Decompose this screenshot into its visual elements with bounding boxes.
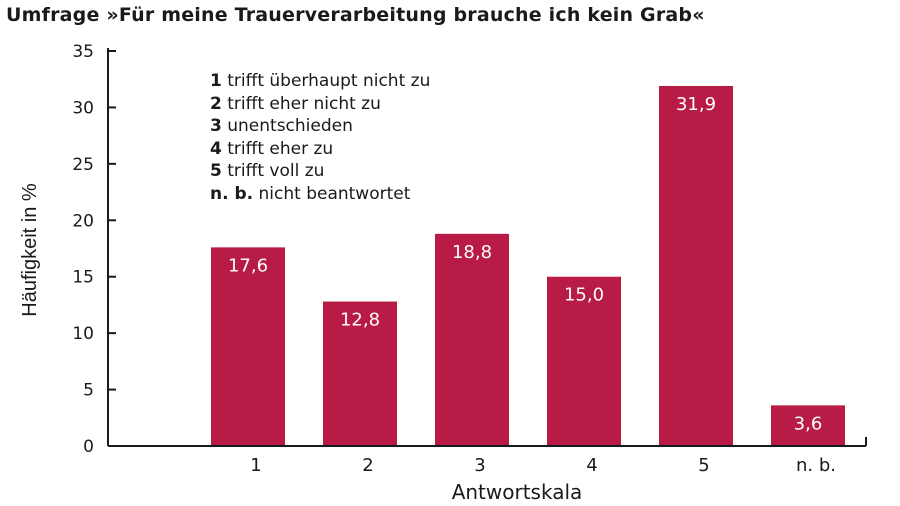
- chart-title: Umfrage »Für meine Trauerverarbeitung br…: [6, 4, 705, 26]
- bars: [211, 85, 845, 446]
- legend-key: 2: [210, 93, 222, 114]
- y-tick-label: 25: [72, 155, 94, 175]
- y-tick-label: 35: [72, 42, 94, 62]
- legend-key: 5: [210, 161, 222, 181]
- legend-text: unentschieden: [227, 116, 353, 136]
- bar-2: [323, 301, 397, 446]
- y-tick-label: 30: [72, 98, 94, 118]
- x-tick-label: n. b.: [796, 455, 836, 476]
- bar-3: [435, 233, 509, 446]
- bar-value-label: 31,9: [676, 94, 716, 115]
- y-tick-label: 0: [83, 437, 94, 457]
- x-axis-title: Antwortskala: [452, 480, 583, 504]
- x-tick-label: 1: [250, 455, 261, 476]
- legend-text: trifft überhaupt nicht zu: [227, 71, 431, 91]
- y-tick-label: 20: [72, 211, 94, 231]
- bar-nb: [771, 405, 845, 446]
- bar-value-labels: 17,6 12,8 18,8 15,0 31,9 3,6: [228, 94, 822, 434]
- x-tick-label: 5: [698, 455, 709, 476]
- bar-value-label: 12,8: [340, 310, 380, 331]
- legend-item: 5 trifft voll zu: [210, 160, 430, 183]
- x-tick-label: 4: [586, 455, 597, 476]
- y-axis-title: Häufigkeit in %: [19, 183, 41, 317]
- legend-item: 3 unentschieden: [210, 115, 430, 138]
- legend-item: 2 trifft eher nicht zu: [210, 93, 430, 116]
- bar-1: [211, 247, 285, 446]
- legend-text: trifft voll zu: [227, 161, 325, 181]
- x-axis-tick-labels: 1 2 3 4 5 n. b.: [250, 455, 836, 476]
- legend-item: n. b. nicht beantwortet: [210, 183, 430, 206]
- bar-value-label: 17,6: [228, 255, 268, 276]
- y-tick-label: 10: [72, 324, 94, 344]
- bar-4: [547, 276, 621, 446]
- legend-item: 4 trifft eher zu: [210, 138, 430, 161]
- legend-text: trifft eher nicht zu: [227, 93, 381, 114]
- bar-value-label: 15,0: [564, 285, 604, 306]
- legend-item: 1 trifft überhaupt nicht zu: [210, 70, 430, 93]
- legend-text: trifft eher zu: [227, 138, 334, 159]
- y-tick-label: 15: [72, 268, 94, 288]
- y-tick-label: 5: [83, 381, 94, 401]
- legend-key: n. b.: [210, 183, 254, 204]
- bar-5: [659, 85, 733, 446]
- legend: 1 trifft überhaupt nicht zu 2 trifft eher…: [210, 70, 430, 205]
- legend-text: nicht beantwortet: [258, 183, 411, 204]
- y-axis-ticks: 0 5 10 15 20 25 30 35: [72, 42, 116, 457]
- legend-key: 1: [210, 71, 222, 91]
- bar-value-label: 3,6: [794, 413, 823, 434]
- x-tick-label: 3: [474, 455, 485, 476]
- bar-value-label: 18,8: [452, 242, 492, 263]
- legend-key: 4: [210, 138, 222, 159]
- legend-key: 3: [210, 116, 222, 136]
- x-tick-label: 2: [362, 455, 373, 476]
